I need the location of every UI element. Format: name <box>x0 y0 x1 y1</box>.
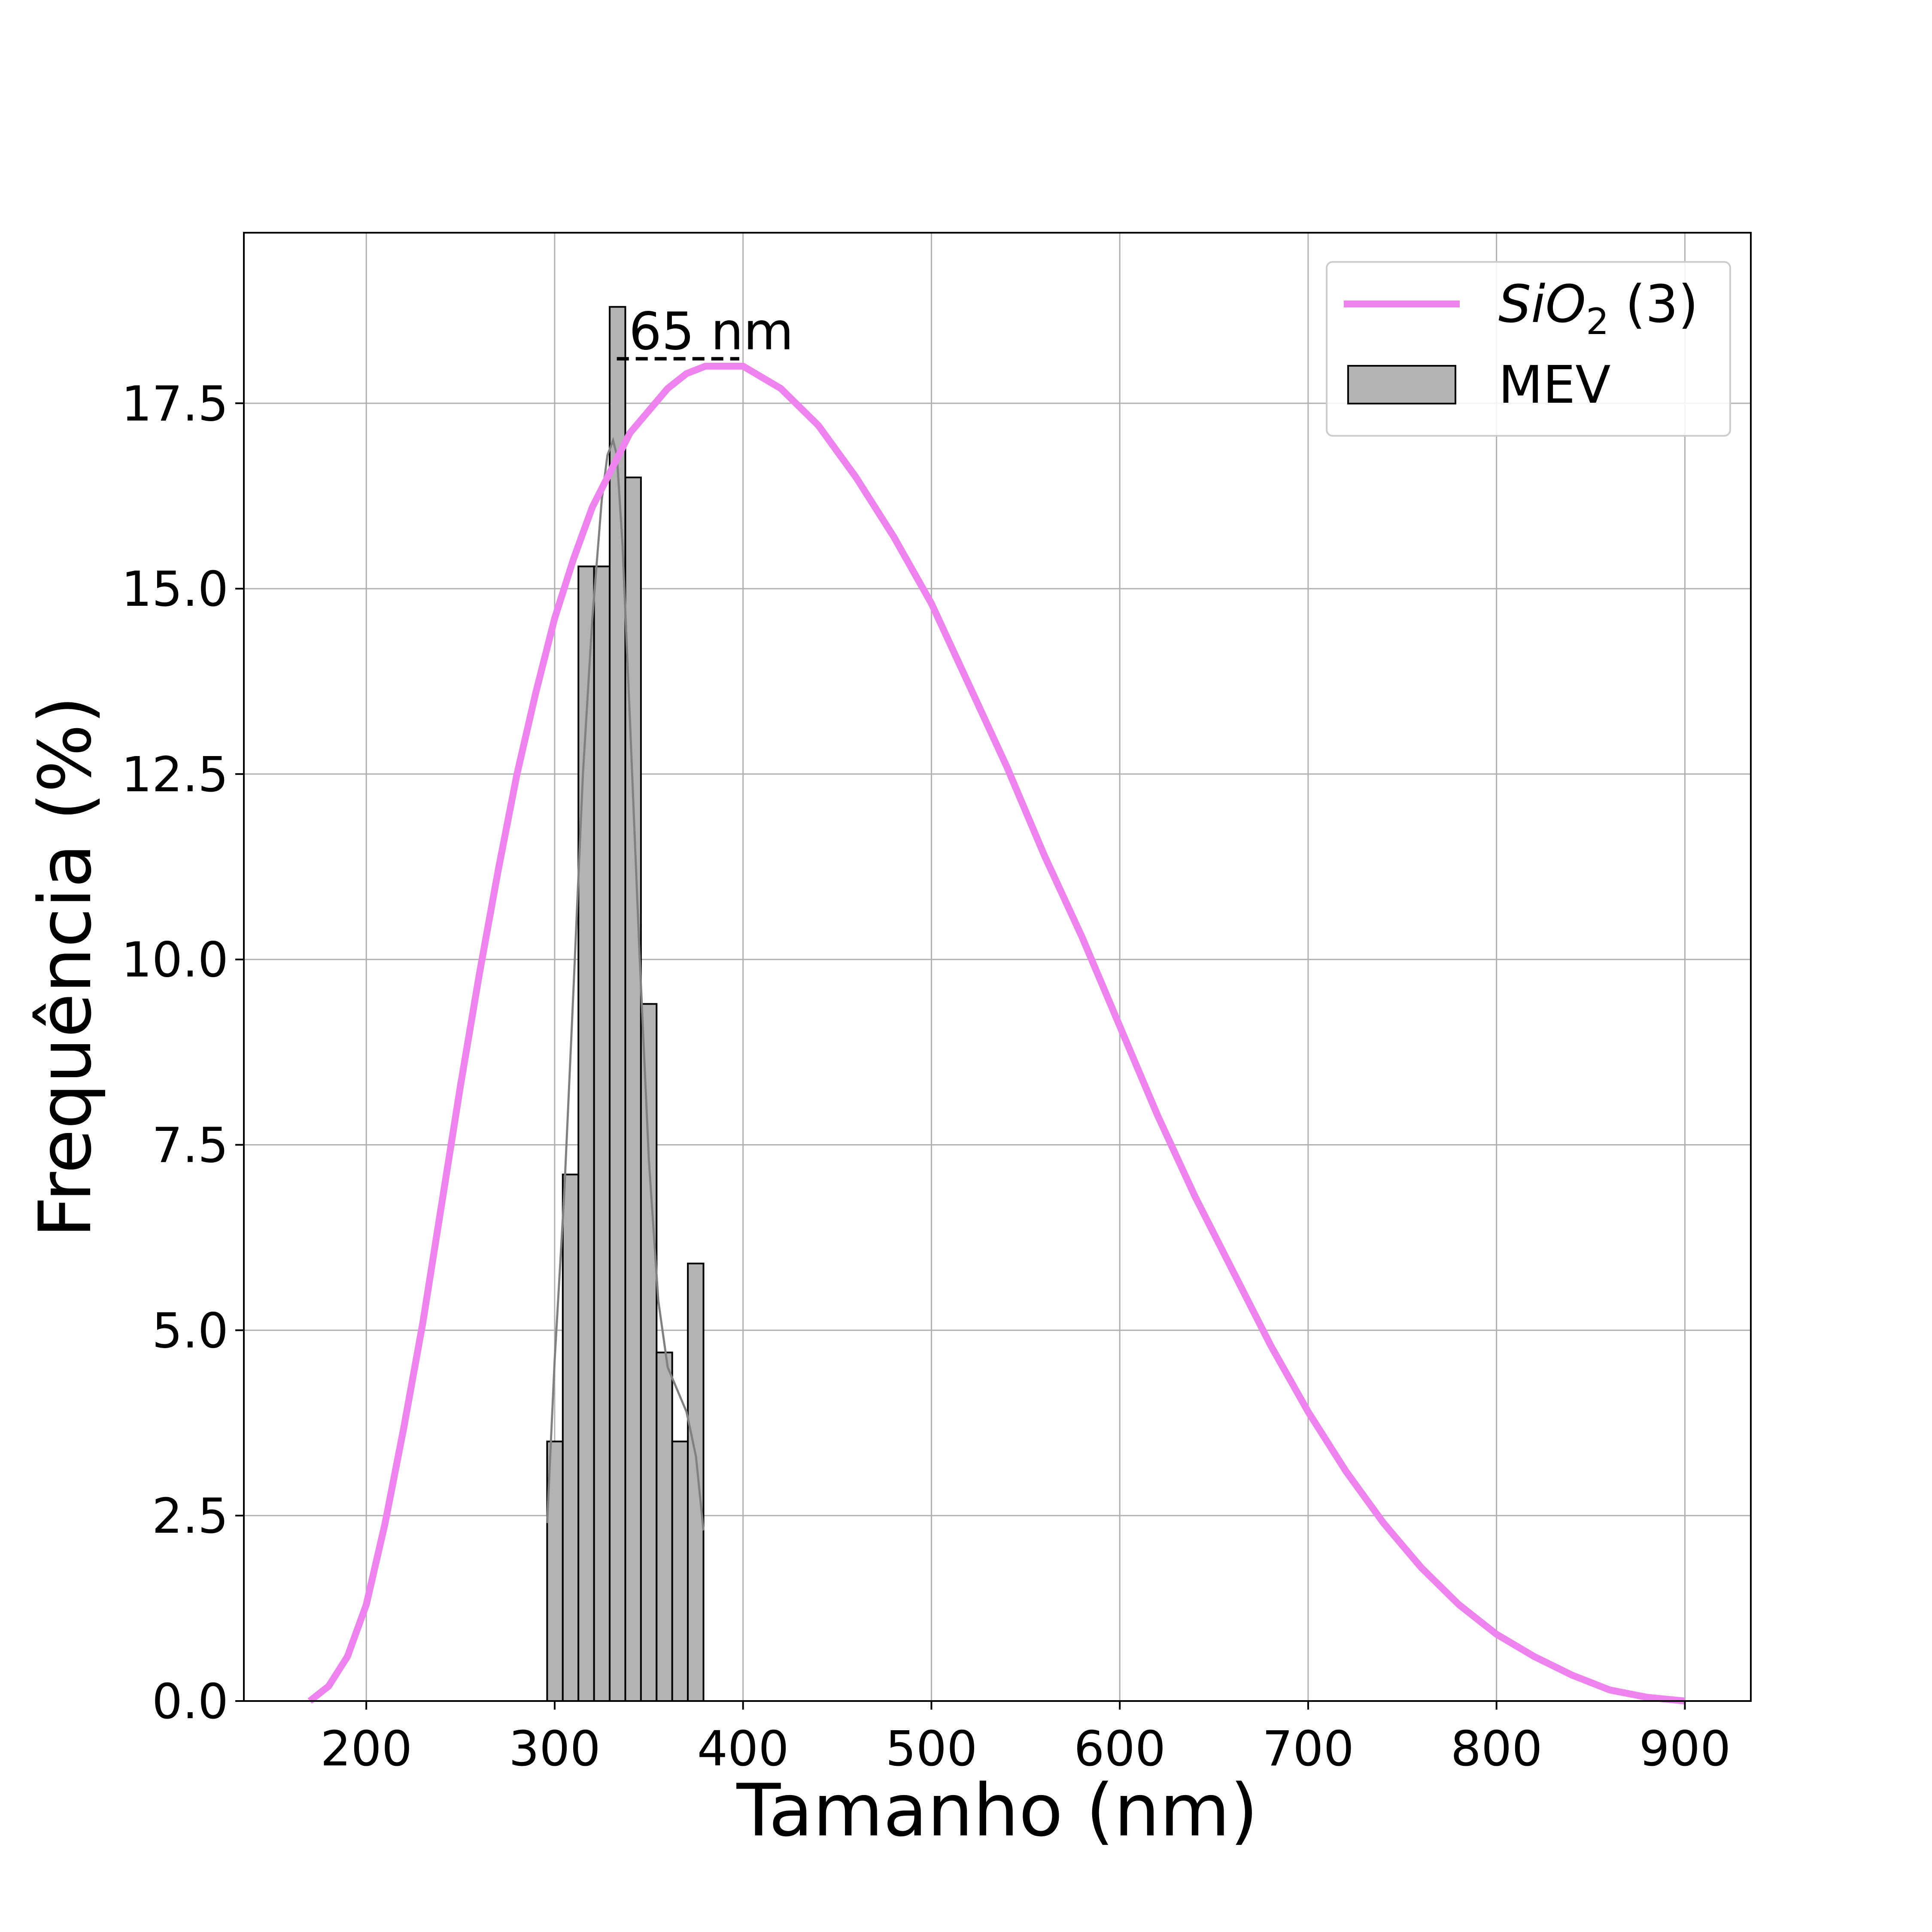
x-tick-label: 300 <box>509 1721 601 1777</box>
y-tick-label: 5.0 <box>152 1303 228 1359</box>
x-tick-label: 700 <box>1262 1721 1354 1777</box>
x-axis-ticks: 200 300 400 500 600 700 800 900 <box>320 1701 1731 1777</box>
legend-histogram-label: MEV <box>1498 355 1610 415</box>
legend-curve-label: SiO2 (3) <box>1498 275 1698 343</box>
histogram-bar <box>687 1262 705 1702</box>
x-axis-label: Tamanho (nm) <box>736 1768 1258 1853</box>
y-tick-label: 15.0 <box>122 562 228 617</box>
plot-frame <box>243 232 1752 1702</box>
x-tick-label: 800 <box>1451 1721 1543 1777</box>
x-tick-label: 500 <box>886 1721 978 1777</box>
legend: SiO2 (3) MEV <box>1326 261 1731 437</box>
y-tick-label: 0.0 <box>152 1674 228 1730</box>
histogram-bar <box>562 1173 580 1702</box>
y-axis-ticks: 0.0 2.5 5.0 7.5 10.0 12.5 15.0 17.5 <box>122 376 244 1730</box>
plot-area <box>244 233 1751 1701</box>
histogram-bar <box>593 565 611 1702</box>
legend-curve-name: SiO <box>1498 275 1586 334</box>
y-tick-label: 17.5 <box>122 376 228 432</box>
histogram-bar <box>656 1352 673 1702</box>
x-tick-label: 200 <box>320 1721 412 1777</box>
sio2-curve-line <box>307 362 1686 1704</box>
legend-curve-suffix: (3) <box>1609 275 1698 334</box>
histogram-bar <box>671 1440 689 1702</box>
histogram-bar <box>640 1003 658 1702</box>
y-tick-label: 2.5 <box>152 1488 228 1544</box>
annotation-label: 65 nm <box>629 302 794 362</box>
histogram-bar <box>577 565 595 1702</box>
y-tick-label: 10.0 <box>122 933 228 988</box>
y-tick-label: 12.5 <box>122 747 228 803</box>
y-axis-label: Frequência (%) <box>23 696 107 1238</box>
legend-curve-subscript: 2 <box>1586 301 1609 343</box>
legend-histogram-swatch <box>1347 365 1456 404</box>
x-tick-label: 600 <box>1074 1721 1166 1777</box>
x-tick-label: 900 <box>1639 1721 1731 1777</box>
x-tick-label: 400 <box>697 1721 789 1777</box>
kde-line <box>546 437 705 1531</box>
y-tick-label: 7.5 <box>152 1118 228 1174</box>
histogram-bar <box>609 306 626 1702</box>
